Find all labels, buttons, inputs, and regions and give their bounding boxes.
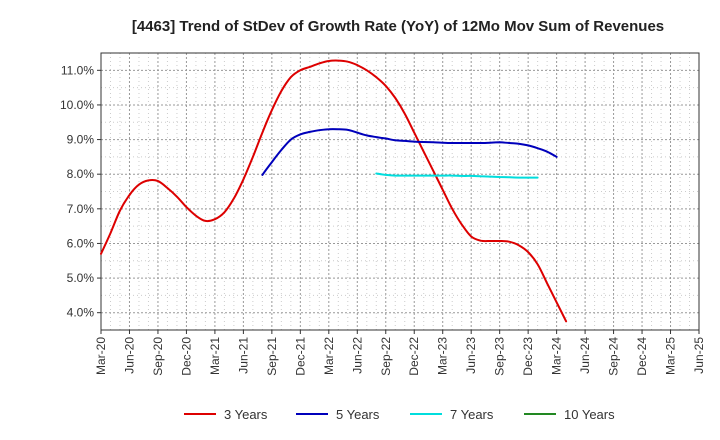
x-tick-label: Mar-20 [94, 337, 108, 375]
x-tick-label: Mar-24 [550, 337, 564, 375]
series-line-7-years [375, 172, 539, 179]
x-tick-label: Jun-20 [122, 337, 136, 374]
x-tick-label: Dec-22 [407, 337, 421, 376]
y-tick-label: 5.0% [67, 271, 95, 285]
x-tick-label: Mar-21 [208, 337, 222, 375]
x-tick-label: Dec-24 [635, 337, 649, 376]
y-tick-label: 7.0% [67, 202, 95, 216]
legend-label-5-years: 5 Years [336, 407, 380, 422]
legend-label-10-years: 10 Years [564, 407, 615, 422]
x-tick-label: Sep-21 [265, 337, 279, 376]
y-tick-label: 10.0% [60, 98, 94, 112]
chart-title: [4463] Trend of StDev of Growth Rate (Yo… [132, 18, 664, 35]
x-tick-label: Jun-22 [350, 337, 364, 374]
series-lines [100, 59, 568, 323]
x-axis-ticks: Mar-20 Jun-20 Sep-20 Dec-20 Mar-21 Jun-21 Sep-… [94, 330, 706, 376]
series-line-5-years [261, 128, 558, 176]
legend-label-7-years: 7 Years [450, 407, 494, 422]
x-tick-label: Sep-22 [379, 337, 393, 376]
x-tick-label: Jun-24 [578, 337, 592, 374]
x-tick-label: Jun-25 [692, 337, 706, 374]
x-tick-label: Mar-25 [664, 337, 678, 375]
x-tick-label: Dec-21 [293, 337, 307, 376]
y-tick-label: 11.0% [61, 63, 94, 77]
x-tick-label: Jun-23 [464, 337, 478, 374]
x-tick-label: Sep-20 [151, 337, 165, 376]
x-tick-label: Sep-24 [607, 337, 621, 376]
y-tick-label: 8.0% [67, 167, 95, 181]
x-tick-label: Mar-22 [322, 337, 336, 375]
y-tick-label: 4.0% [67, 306, 95, 320]
legend-label-3-years: 3 Years [224, 407, 268, 422]
x-tick-label: Sep-23 [493, 337, 507, 376]
plot-area-border [100, 52, 700, 331]
x-tick-label: Dec-20 [179, 337, 193, 376]
x-tick-label: Dec-23 [521, 337, 535, 376]
legend: 3 Years 5 Years 7 Years 10 Years [184, 407, 615, 422]
y-tick-label: 9.0% [67, 133, 95, 147]
series-line-3-years [100, 59, 568, 323]
y-axis-ticks: 4.0% 5.0% 6.0% 7.0% 8.0% 9.0% 10.0% 11.0% [60, 63, 101, 320]
x-tick-label: Jun-21 [236, 337, 250, 374]
gridlines [101, 52, 699, 331]
y-tick-label: 6.0% [67, 236, 95, 250]
x-tick-label: Mar-23 [436, 337, 450, 375]
